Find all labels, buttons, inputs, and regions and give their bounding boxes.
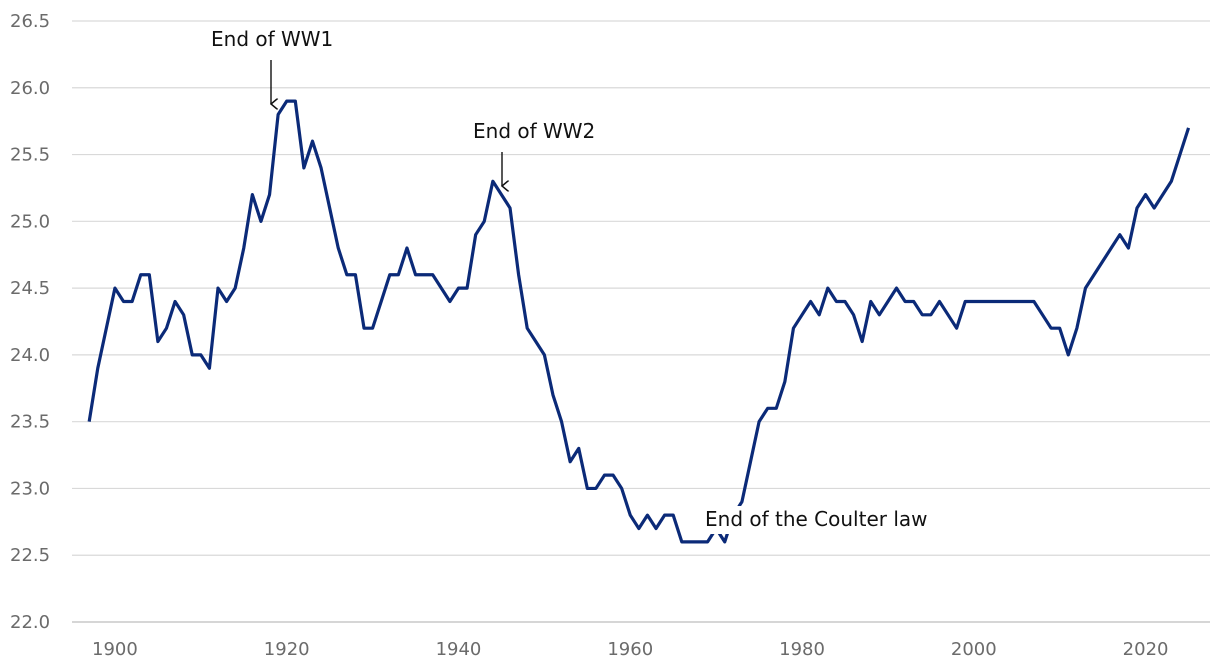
annotation: End of the Coulter law xyxy=(705,507,928,531)
x-tick-label: 1960 xyxy=(607,639,653,660)
y-tick-label: 25.5 xyxy=(10,145,50,166)
plot xyxy=(87,99,1191,544)
grid: 22.0 22.5 23.0 23.5 24.0 24.5 25.0 25.5 26.0 26.5… xyxy=(10,11,1210,660)
y-tick-label: 22.0 xyxy=(10,612,50,633)
y-tick-label: 26.5 xyxy=(10,11,50,32)
annotation: End of WW2 xyxy=(473,119,595,143)
x-tick-label: 2020 xyxy=(1123,639,1169,660)
data-line xyxy=(87,99,1191,544)
x-tick-label: 1940 xyxy=(436,639,482,660)
y-tick-label: 23.5 xyxy=(10,412,50,433)
y-tick-label: 26.0 xyxy=(10,78,50,99)
annotation-background xyxy=(701,506,959,534)
y-tick-label: 24.5 xyxy=(10,278,50,299)
annotations: End of WW1 End of WW2 End of the Coulter l… xyxy=(211,27,959,534)
annotation: End of WW1 xyxy=(211,27,333,51)
x-tick-label: 1980 xyxy=(779,639,825,660)
y-tick-label: 22.5 xyxy=(10,545,50,566)
x-tick-label: 1900 xyxy=(92,639,138,660)
y-tick-label: 24.0 xyxy=(10,345,50,366)
x-tick-label: 1920 xyxy=(264,639,310,660)
x-tick-label: 2000 xyxy=(951,639,997,660)
y-tick-label: 23.0 xyxy=(10,478,50,499)
y-tick-label: 25.0 xyxy=(10,211,50,232)
